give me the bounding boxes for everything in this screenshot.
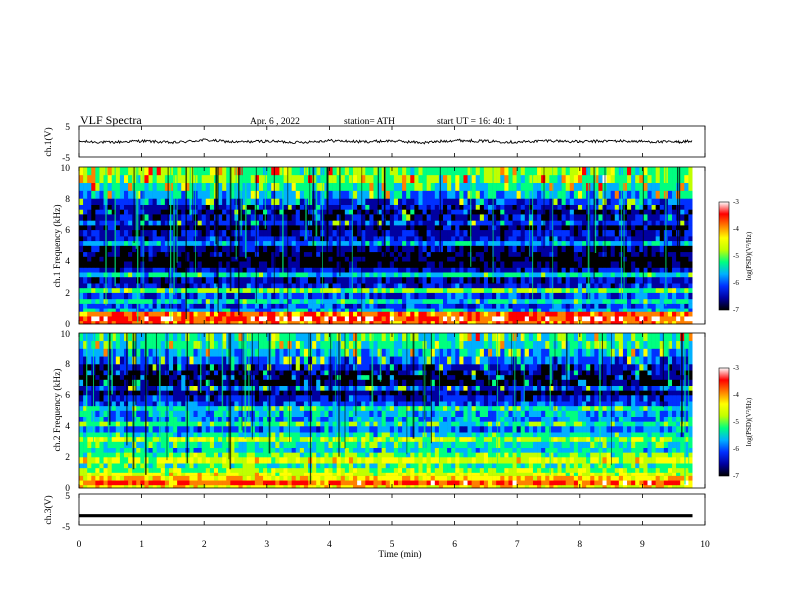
time-tick-label-10: 10 [700,540,710,550]
time-tick-label-6: 6 [452,540,457,550]
ch1-cb-tick-6: -6 [733,279,739,287]
time-tick-label-8: 8 [577,540,582,550]
ch1-spec-ytick-0: 0 [65,320,70,330]
ch2-spec-ytick-4: 4 [65,422,70,432]
station-label: station= ATH [344,117,395,127]
ch1-spectrogram-ylabel: ch.1 Frequency (kHz) [52,204,63,287]
ch1-colorbar: -3 -4 -5 -6 -7 log(PSD)(V²/Hz) [718,198,753,314]
date-label: Apr. 6 , 2022 [250,117,300,127]
ch2-colorbar-scale [718,367,730,477]
ch2-spectrogram-ylabel: ch.2 Frequency (kHz) [52,368,63,451]
ch1-cb-tick-5: -5 [733,252,739,260]
ch1-spec-ytick-4: 4 [65,257,70,267]
ch2-cb-tick-3: -3 [733,364,739,372]
ch2-spectrogram-image [79,333,705,489]
ch2-colorbar-label: log(PSD)(V²/Hz) [745,397,753,446]
time-tick-label-9: 9 [640,540,645,550]
time-tick-label-1: 1 [139,540,144,550]
time-tick-label-7: 7 [515,540,520,550]
time-axis-label: Time (min) [378,549,421,560]
ch2-spectrogram-panel: 0 2 4 6 8 10 ch.2 Frequency (kHz) [52,330,706,494]
ch2-spec-ytick-2: 2 [65,453,70,463]
ch1-ytick-top: 5 [65,123,70,133]
ch3-ytick-bottom: -5 [62,523,70,533]
ch1-spectrogram-image [79,167,705,325]
ch1-panel-frame [78,125,706,158]
ch2-cb-tick-4: -4 [733,391,739,399]
ch1-spec-ytick-10: 10 [61,164,71,174]
time-axis: 0 1 2 3 4 5 6 7 8 9 10 [77,126,710,550]
ch3-waveform-panel: 5 -5 ch.3(V) [43,492,706,533]
ch1-cb-tick-4: -4 [733,225,739,233]
ch2-cb-tick-7: -7 [733,472,739,480]
start-time-label: start UT = 16: 40: 1 [437,117,512,127]
ch1-cb-tick-3: -3 [733,198,739,206]
ch2-colorbar: -3 -4 -5 -6 -7 log(PSD)(V²/Hz) [718,364,753,480]
ch1-spec-ytick-2: 2 [65,289,70,299]
figure-title: VLF Spectra [80,113,142,127]
ch1-spectrogram-panel: 0 2 4 6 8 10 ch.1 Frequency (kHz) [52,164,706,330]
ch2-cb-tick-5: -5 [733,418,739,426]
ch1-colorbar-label: log(PSD)(V²/Hz) [745,231,753,280]
ch1-spec-ytick-6: 6 [65,226,70,236]
ch3-ytick-top: 5 [65,492,70,502]
time-tick-label-5: 5 [390,540,395,550]
ch2-spec-ytick-6: 6 [65,391,70,401]
ch1-spec-ytick-8: 8 [65,195,70,205]
ch1-ylabel: ch.1(V) [43,127,54,156]
ch2-spec-ytick-8: 8 [65,360,70,370]
ch3-panel-frame [78,493,706,526]
ch3-ylabel: ch.3(V) [43,495,54,524]
ch1-cb-tick-7: -7 [733,306,739,314]
ch1-trace [78,138,693,145]
ch1-waveform-panel: 5 -5 ch.1(V) [43,123,706,164]
ch2-spec-ytick-0: 0 [65,484,70,494]
time-tick-label-2: 2 [202,540,207,550]
time-tick-label-3: 3 [264,540,269,550]
time-tick-label-4: 4 [327,540,332,550]
time-tick-label-0: 0 [77,540,82,550]
ch2-spec-ytick-10: 10 [61,330,71,340]
ch2-cb-tick-6: -6 [733,445,739,453]
ch1-colorbar-scale [718,201,730,311]
ch1-spectrogram-yticks: 0 2 4 6 8 10 [61,164,71,330]
ch1-ytick-bottom: -5 [62,154,70,164]
